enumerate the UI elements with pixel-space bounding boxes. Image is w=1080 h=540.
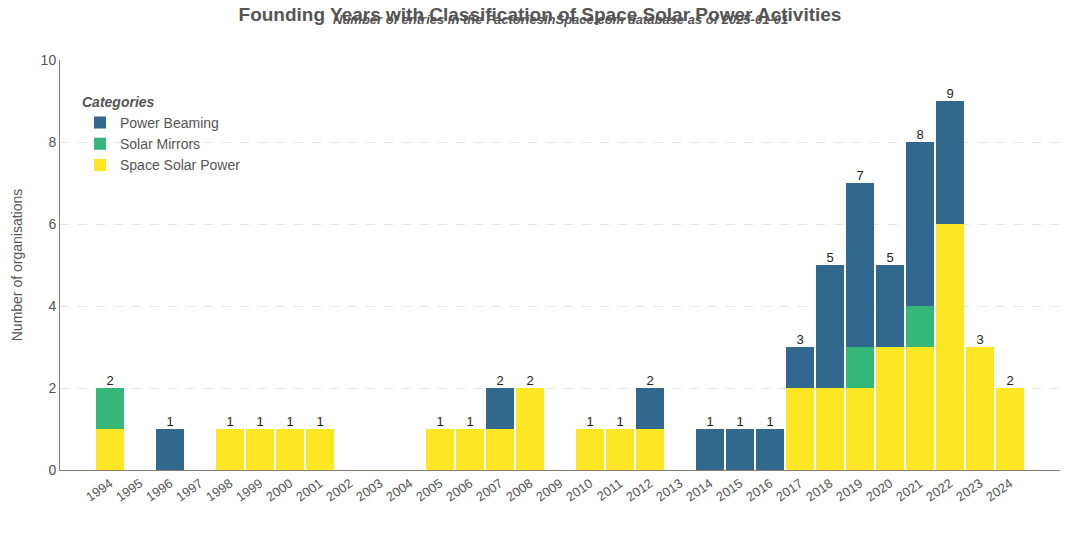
svg-text:1996: 1996 <box>143 476 175 505</box>
svg-text:1: 1 <box>226 414 233 429</box>
svg-text:2024: 2024 <box>983 476 1015 505</box>
svg-text:1: 1 <box>586 414 593 429</box>
svg-text:1998: 1998 <box>203 476 235 505</box>
svg-text:1997: 1997 <box>173 476 205 505</box>
svg-text:2002: 2002 <box>323 476 355 505</box>
svg-text:Categories: Categories <box>82 94 155 110</box>
svg-text:1: 1 <box>766 414 773 429</box>
svg-text:Solar Mirrors: Solar Mirrors <box>120 136 200 152</box>
svg-text:8: 8 <box>916 127 923 142</box>
svg-text:6: 6 <box>48 216 56 232</box>
svg-text:1: 1 <box>466 414 473 429</box>
svg-text:2017: 2017 <box>773 476 805 505</box>
svg-text:5: 5 <box>886 250 893 265</box>
svg-text:3: 3 <box>976 332 983 347</box>
svg-text:2020: 2020 <box>863 476 895 505</box>
svg-text:2022: 2022 <box>923 476 955 505</box>
svg-text:2012: 2012 <box>623 476 655 505</box>
svg-text:3: 3 <box>796 332 803 347</box>
svg-text:2: 2 <box>1006 373 1013 388</box>
svg-text:1: 1 <box>736 414 743 429</box>
svg-text:2016: 2016 <box>743 476 775 505</box>
svg-text:2011: 2011 <box>594 476 626 504</box>
svg-text:1: 1 <box>436 414 443 429</box>
svg-text:2003: 2003 <box>353 476 385 505</box>
svg-text:1: 1 <box>256 414 263 429</box>
svg-text:2000: 2000 <box>263 476 295 505</box>
svg-text:Number of organisations: Number of organisations <box>9 189 25 342</box>
svg-text:2: 2 <box>48 380 56 396</box>
svg-text:2013: 2013 <box>653 476 685 505</box>
svg-text:2023: 2023 <box>953 476 985 505</box>
svg-text:2: 2 <box>526 373 533 388</box>
svg-text:Space Solar Power: Space Solar Power <box>120 157 240 173</box>
svg-text:2014: 2014 <box>683 476 715 505</box>
svg-text:1: 1 <box>166 414 173 429</box>
svg-text:1995: 1995 <box>113 476 145 505</box>
svg-text:Power Beaming: Power Beaming <box>120 115 219 131</box>
svg-text:1999: 1999 <box>233 476 265 505</box>
svg-text:0: 0 <box>48 462 56 478</box>
svg-text:2008: 2008 <box>503 476 535 505</box>
svg-text:8: 8 <box>48 134 56 150</box>
svg-text:1: 1 <box>316 414 323 429</box>
svg-text:2005: 2005 <box>413 476 445 505</box>
svg-text:1: 1 <box>706 414 713 429</box>
svg-text:10: 10 <box>41 52 57 68</box>
svg-text:5: 5 <box>826 250 833 265</box>
svg-text:Founding Years with Classifica: Founding Years with Classification of Sp… <box>239 4 842 25</box>
svg-text:1994: 1994 <box>83 476 115 505</box>
svg-text:2009: 2009 <box>533 476 565 505</box>
svg-text:2010: 2010 <box>563 476 595 505</box>
svg-text:9: 9 <box>946 86 953 101</box>
svg-text:Number of entries in the Facto: Number of entries in the FactoriesInSpac… <box>333 12 788 27</box>
svg-text:4: 4 <box>48 298 56 314</box>
svg-text:2019: 2019 <box>833 476 865 505</box>
svg-text:2006: 2006 <box>443 476 475 505</box>
svg-text:1: 1 <box>286 414 293 429</box>
svg-text:2007: 2007 <box>473 476 505 505</box>
svg-text:2004: 2004 <box>383 476 415 505</box>
svg-text:2015: 2015 <box>713 476 745 505</box>
svg-text:7: 7 <box>856 168 863 183</box>
svg-text:2: 2 <box>496 373 503 388</box>
svg-text:1: 1 <box>616 414 623 429</box>
svg-text:2021: 2021 <box>893 476 925 505</box>
svg-text:2: 2 <box>646 373 653 388</box>
svg-text:2001: 2001 <box>293 476 325 505</box>
svg-text:2: 2 <box>106 373 113 388</box>
svg-text:2018: 2018 <box>803 476 835 505</box>
